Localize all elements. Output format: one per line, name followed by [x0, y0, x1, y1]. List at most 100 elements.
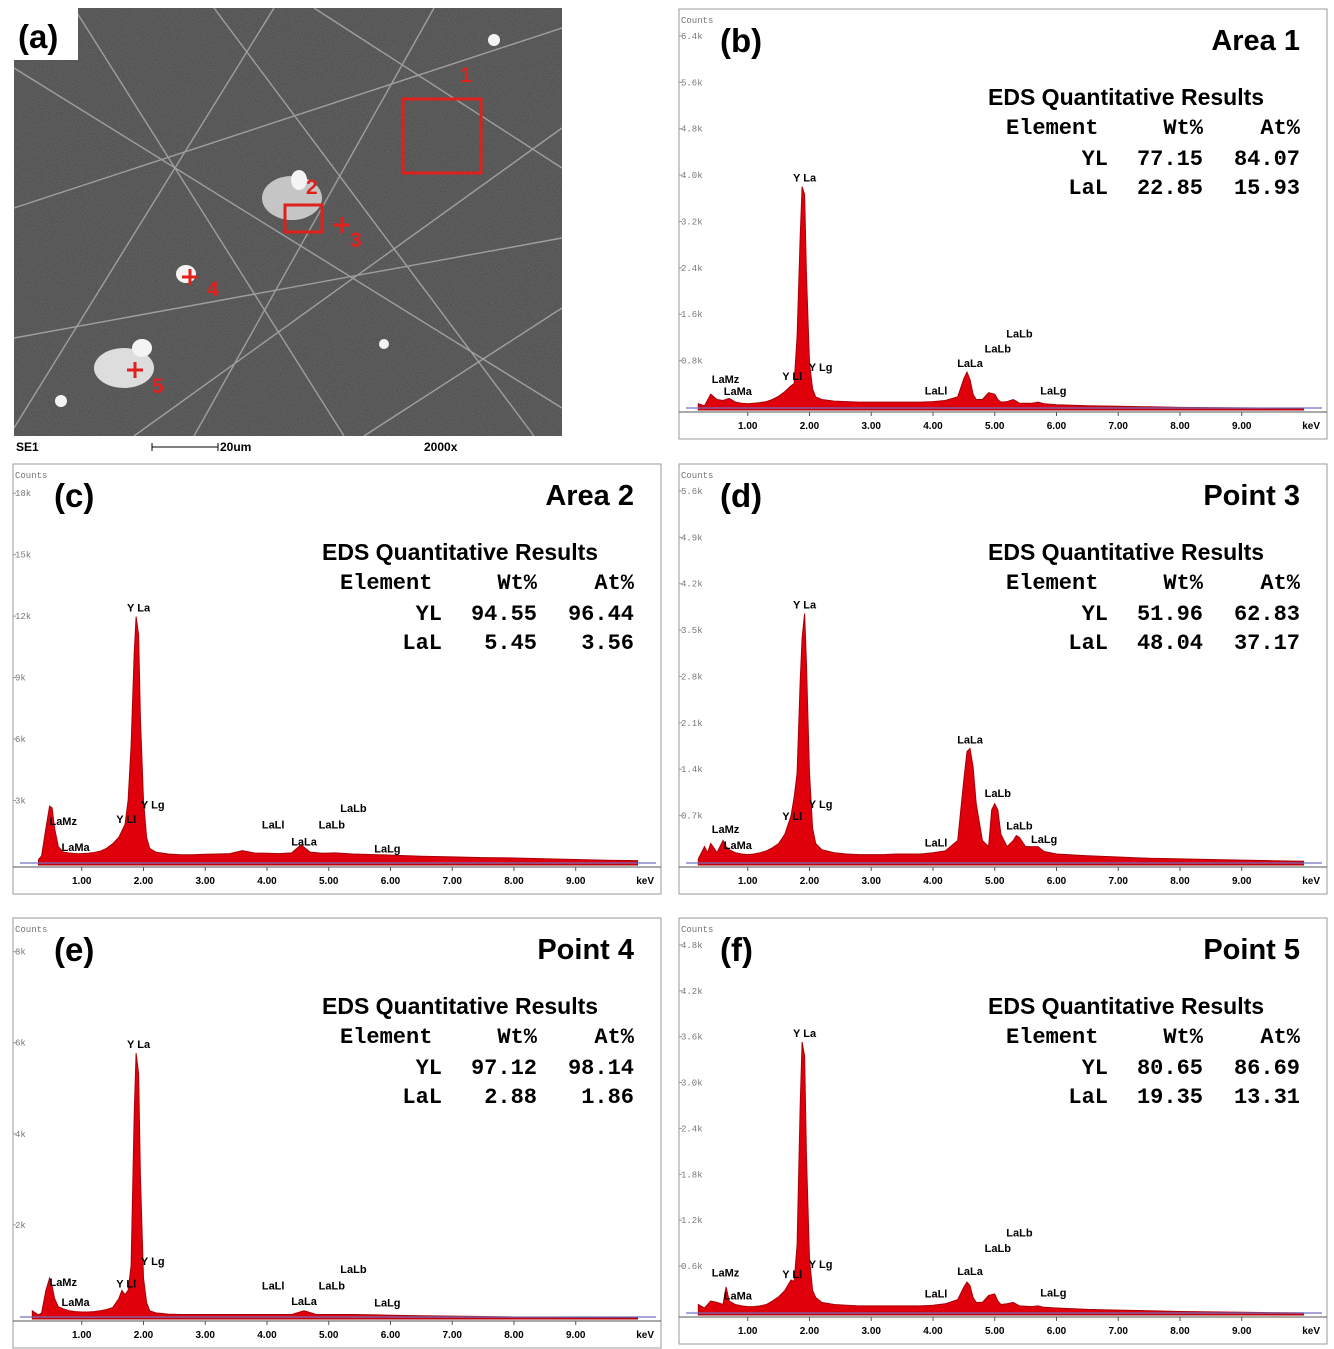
eds-chart-point-4: Counts 2k 4k 6k 8k 1.00 2.00 3.00 4.00 5.00 6.00 7.… [12, 917, 662, 1349]
table-cell-element: YL [1082, 1056, 1108, 1081]
table-cell-wt: 48.04 [1137, 631, 1203, 656]
peak-label: LaLl [262, 820, 285, 832]
results-title: EDS Quantitative Results [988, 993, 1264, 1019]
x-tick-label: 6.00 [381, 876, 401, 887]
sem-image: 1 2 3 4 5 (a) SE1 20um 2000x [14, 8, 562, 458]
y-tick-label: 4k [15, 1130, 26, 1140]
table-cell-at: 3.56 [581, 631, 634, 656]
peak-label: Y La [793, 1028, 817, 1040]
peak-label: Y Lg [809, 799, 833, 811]
x-unit-label: keV [1302, 421, 1320, 432]
counts-label: Counts [15, 471, 47, 481]
results-title: EDS Quantitative Results [322, 993, 598, 1019]
table-cell-element: LaL [1068, 176, 1108, 201]
y-tick-label: 2k [15, 1221, 26, 1231]
peak-label: LaLa [957, 358, 984, 370]
x-tick-label: 1.00 [738, 876, 758, 887]
sem-panel: 1 2 3 4 5 (a) SE1 20um 2000x [14, 8, 562, 458]
y-tick-label: 0.7k [681, 812, 703, 822]
x-tick-label: 2.00 [800, 1326, 820, 1337]
table-cell-at: 62.83 [1234, 602, 1300, 627]
table-cell-at: 96.44 [568, 602, 634, 627]
table-cell-at: 1.86 [581, 1085, 634, 1110]
x-unit-label: keV [636, 876, 654, 887]
table-cell-wt: 5.45 [484, 631, 537, 656]
table-cell-at: 15.93 [1234, 176, 1300, 201]
peak-label: LaLb [319, 820, 346, 832]
x-tick-label: 4.00 [923, 1326, 943, 1337]
x-tick-label: 1.00 [72, 1330, 92, 1341]
counts-label: Counts [15, 925, 47, 935]
peak-label: Y La [793, 600, 817, 612]
y-tick-label: 4.0k [681, 171, 703, 181]
x-tick-label: 3.00 [196, 1330, 216, 1341]
x-tick-label: 9.00 [1232, 421, 1252, 432]
table-cell-element: LaL [1068, 1085, 1108, 1110]
eds-chart-point-3: Counts 0.7k 1.4k 2.1k 2.8k 3.5k 4.2k 4.9k 5.6k 1.… [678, 463, 1328, 895]
y-tick-label: 3.5k [681, 626, 703, 636]
chart-title: Point 5 [1203, 934, 1300, 966]
x-tick-label: 8.00 [504, 1330, 524, 1341]
y-tick-label: 6k [15, 735, 26, 745]
x-tick-label: 5.00 [319, 1330, 339, 1341]
marker-label-5: 5 [152, 375, 164, 398]
x-tick-label: 9.00 [1232, 876, 1252, 887]
peak-label: LaLb [985, 1243, 1012, 1255]
y-tick-label: 4.8k [681, 125, 703, 135]
table-header-wt: Wt% [497, 571, 537, 596]
table-header-element: Element [1006, 571, 1098, 596]
peak-label: LaLb [985, 788, 1012, 800]
y-tick-label: 2.1k [681, 719, 703, 729]
table-cell-at: 84.07 [1234, 147, 1300, 172]
y-tick-label: 6k [15, 1039, 26, 1049]
sem-scale-label: 20um [220, 440, 251, 454]
x-tick-label: 1.00 [738, 421, 758, 432]
y-tick-label: 18k [15, 489, 31, 499]
y-tick-label: 1.4k [681, 765, 703, 775]
y-tick-label: 1.2k [681, 1216, 703, 1226]
peak-label: LaLb [1006, 329, 1033, 341]
table-header-element: Element [1006, 1025, 1098, 1050]
table-cell-wt: 22.85 [1137, 176, 1203, 201]
peak-label: LaLb [1006, 1228, 1033, 1240]
area-1-box [401, 97, 483, 175]
x-tick-label: 8.00 [1170, 421, 1190, 432]
y-tick-label: 15k [15, 551, 31, 561]
peak-label: LaLg [1031, 834, 1057, 846]
eds-chart-point-5: Counts 0.6k 1.2k 1.8k 2.4k 3.0k 3.6k 4.2k 4.8k 1.… [678, 917, 1328, 1345]
table-cell-element: LaL [402, 631, 442, 656]
table-cell-wt: 51.96 [1137, 602, 1203, 627]
x-tick-label: 3.00 [862, 421, 882, 432]
peak-label: LaLg [1040, 385, 1066, 397]
peak-label: Y Ll [782, 811, 802, 823]
peak-label: LaLa [957, 734, 984, 746]
y-tick-label: 2.4k [681, 264, 703, 274]
table-cell-element: YL [416, 602, 442, 627]
peak-label: Y Ll [116, 814, 136, 826]
table-cell-at: 37.17 [1234, 631, 1300, 656]
y-tick-label: 0.8k [681, 357, 703, 367]
x-tick-label: 5.00 [985, 1326, 1005, 1337]
x-tick-label: 6.00 [381, 1330, 401, 1341]
peak-label: LaMz [49, 816, 77, 828]
peak-label: LaLb [1006, 820, 1033, 832]
x-tick-label: 6.00 [1047, 1326, 1067, 1337]
table-cell-wt: 2.88 [484, 1085, 537, 1110]
peak-label: LaLa [291, 836, 318, 848]
spectrum-area [31, 1053, 638, 1320]
marker-label-3: 3 [350, 229, 362, 252]
x-tick-label: 5.00 [985, 876, 1005, 887]
peak-label: Y Ll [116, 1278, 136, 1290]
peak-label: LaLa [957, 1266, 984, 1278]
x-tick-label: 5.00 [985, 421, 1005, 432]
x-tick-label: 1.00 [72, 876, 92, 887]
counts-label: Counts [681, 471, 713, 481]
table-header-wt: Wt% [1163, 571, 1203, 596]
panel-label-bg [14, 8, 78, 60]
peak-label: LaMa [724, 840, 753, 852]
x-tick-label: 1.00 [738, 1326, 758, 1337]
counts-label: Counts [681, 925, 713, 935]
table-cell-wt: 19.35 [1137, 1085, 1203, 1110]
panel-letter: (c) [54, 477, 94, 514]
peak-label: Y Ll [782, 1269, 802, 1281]
